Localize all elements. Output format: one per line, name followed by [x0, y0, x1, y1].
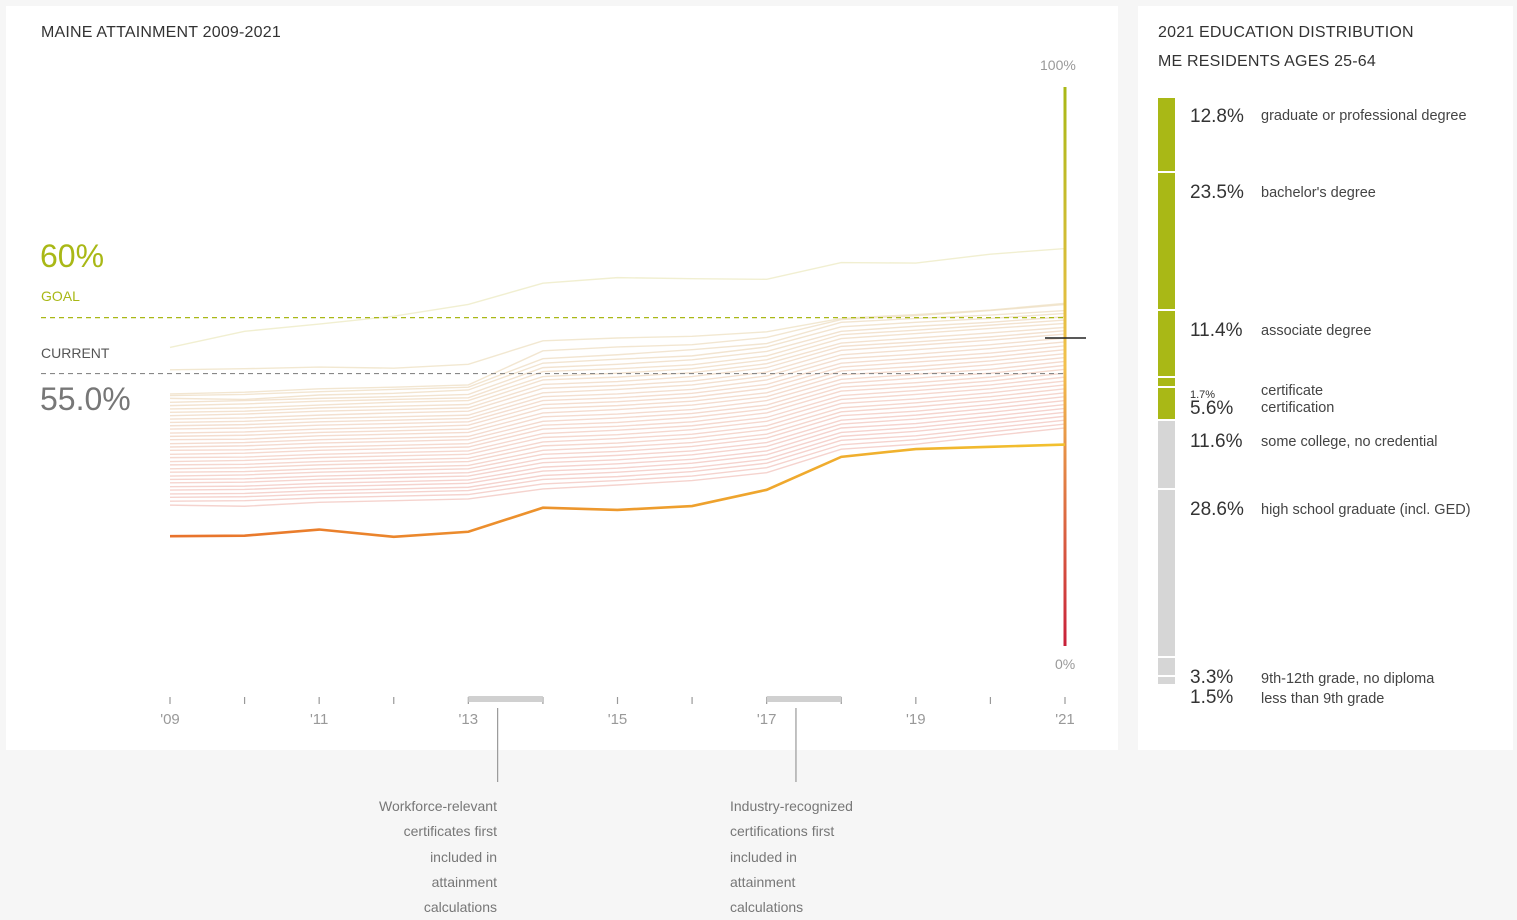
distribution-percent: 28.6% — [1190, 499, 1244, 520]
goal-label: GOAL — [41, 288, 80, 304]
distribution-percent: 11.4% — [1190, 320, 1243, 341]
state-series-line-22 — [169, 376, 1066, 459]
state-series-line-6 — [169, 316, 1066, 403]
distribution-segment — [1158, 421, 1175, 488]
state-series-line-25 — [169, 388, 1066, 470]
bracket-2 — [766, 696, 842, 702]
distribution-panel: 2021 EDUCATION DISTRIBUTION ME RESIDENTS… — [1138, 6, 1513, 750]
x-tick-label: '19 — [906, 711, 926, 728]
state-series-line-27 — [169, 395, 1066, 477]
state-series-line-5 — [169, 312, 1066, 401]
distribution-segment — [1158, 173, 1175, 310]
state-series-line-16 — [169, 352, 1066, 438]
state-series-line-34 — [169, 423, 1066, 502]
distribution-label: certificate — [1261, 383, 1324, 399]
distribution-segment — [1158, 98, 1175, 172]
x-tick-label: '21 — [1055, 711, 1075, 728]
distribution-label: less than 9th grade — [1261, 691, 1385, 707]
state-series-line-2 — [169, 302, 1066, 371]
state-series-line-11 — [169, 333, 1066, 420]
distribution-segment — [1158, 378, 1175, 387]
distribution-percent: 11.6% — [1190, 431, 1243, 452]
state-series-line-30 — [169, 407, 1066, 488]
distribution-segment — [1158, 489, 1175, 656]
annotation-certificates: Workforce-relevant certificates first in… — [378, 798, 497, 916]
state-series-line-14 — [169, 345, 1066, 430]
distribution-title: 2021 EDUCATION DISTRIBUTION — [1158, 24, 1414, 41]
distribution-percent: 3.3% — [1190, 667, 1234, 688]
chart-title: MAINE ATTAINMENT 2009-2021 — [41, 24, 281, 41]
distribution-segment — [1158, 657, 1175, 676]
annotation-certifications: Industry-recognized certifications first… — [730, 798, 853, 916]
distribution-label: bachelor's degree — [1261, 185, 1376, 201]
x-tick-label: '09 — [160, 711, 180, 728]
state-series-line-3 — [169, 303, 1066, 395]
state-series-line-19 — [169, 364, 1066, 448]
state-series-line-33 — [169, 419, 1066, 499]
distribution-percent: 23.5% — [1190, 182, 1244, 203]
attainment-panel: MAINE ATTAINMENT 2009-2021 60% GOAL CURR… — [6, 6, 1118, 750]
distribution-subtitle: ME RESIDENTS AGES 25-64 — [1158, 53, 1377, 70]
bracket-1 — [468, 696, 543, 702]
distribution-label: 9th-12th grade, no diploma — [1261, 671, 1435, 687]
distribution-percent: 1.5% — [1190, 687, 1234, 708]
distribution-percent: 12.8% — [1190, 106, 1244, 127]
state-series-line-17 — [169, 356, 1066, 441]
state-series-line-18 — [169, 360, 1066, 445]
state-series-line-10 — [169, 330, 1066, 417]
state-series-line-21 — [169, 372, 1066, 455]
state-series-line-26 — [169, 392, 1066, 473]
state-series-line-24 — [169, 384, 1066, 466]
distribution-label: some college, no credential — [1261, 434, 1438, 450]
state-series-line-32 — [169, 415, 1066, 495]
state-series-line-31 — [169, 411, 1066, 491]
distribution-segment — [1158, 311, 1175, 377]
state-series-line-7 — [169, 319, 1066, 407]
x-tick-label: '15 — [607, 711, 628, 728]
current-value: 55.0% — [40, 381, 131, 417]
current-label: CURRENT — [41, 345, 110, 361]
state-series-line-15 — [169, 349, 1066, 434]
scale-top-label: 100% — [1040, 57, 1076, 73]
goal-value: 60% — [40, 238, 105, 274]
distribution-label: high school graduate (incl. GED) — [1261, 502, 1471, 518]
state-series-line-28 — [169, 399, 1066, 481]
state-series-line-13 — [169, 341, 1066, 427]
distribution-segment — [1158, 388, 1175, 420]
x-tick-label: '17 — [756, 711, 777, 728]
distribution-label: certification — [1261, 400, 1335, 416]
state-series-line-12 — [169, 337, 1066, 424]
state-series-line-23 — [169, 380, 1066, 463]
distribution-label: graduate or professional degree — [1261, 108, 1467, 124]
maine-series-line — [169, 443, 1066, 539]
scale-bar — [1063, 87, 1067, 646]
distribution-segment — [1158, 677, 1175, 684]
state-series-line-35 — [169, 427, 1066, 507]
state-series-line-29 — [169, 403, 1066, 484]
x-tick-label: '11 — [309, 711, 329, 728]
state-series-line-1 — [169, 247, 1066, 349]
x-tick-label: '13 — [458, 711, 479, 728]
scale-bottom-label: 0% — [1055, 656, 1076, 672]
state-series-line-4 — [169, 309, 1066, 397]
distribution-percent: 5.6% — [1190, 398, 1234, 419]
state-series-line-20 — [169, 368, 1066, 452]
distribution-percent: 1.7% — [1190, 389, 1216, 401]
distribution-label: associate degree — [1261, 323, 1372, 339]
state-series-line-9 — [169, 326, 1066, 414]
